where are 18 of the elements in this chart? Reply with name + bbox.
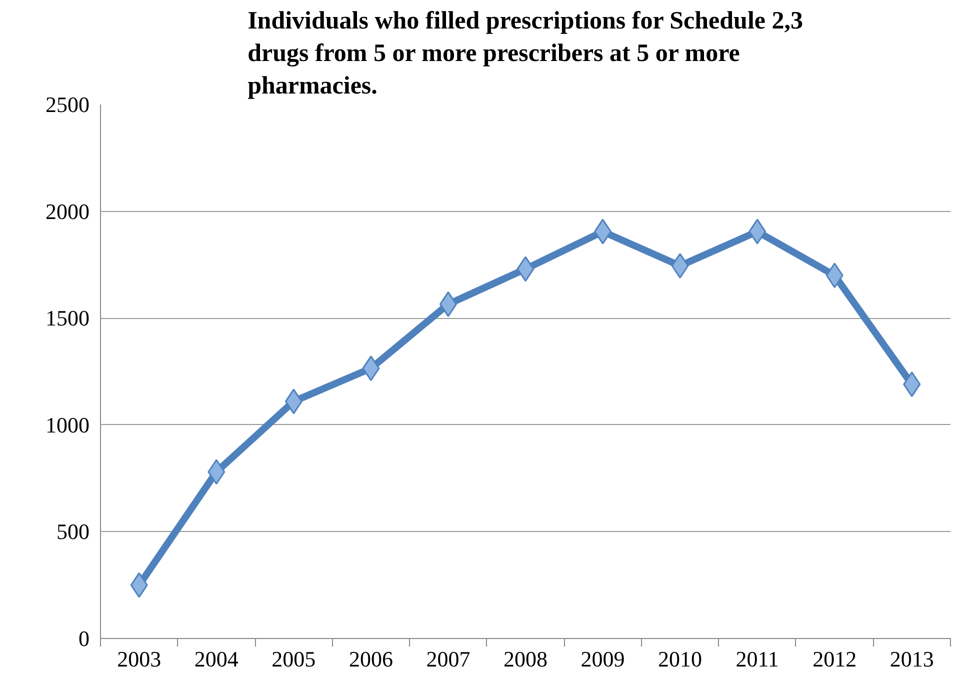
- y-tick-label: 500: [56, 519, 90, 544]
- y-tick-label: 0: [78, 626, 90, 651]
- chart-title: Individuals who filled prescriptions for Schedule 2,3 drugs from 5 or more prescribers at 5 or more pharmacies.: [248, 8, 803, 100]
- x-tick-label: 2008: [504, 646, 548, 672]
- y-tick-label: 1000: [46, 412, 90, 438]
- x-tick-label: 2011: [736, 646, 779, 672]
- y-tick-label: 2000: [46, 198, 90, 224]
- x-tick-label: 2006: [348, 646, 393, 672]
- x-tick-label: 2007: [426, 646, 470, 672]
- x-tick-label: 2013: [890, 646, 934, 672]
- x-tick-label: 2009: [580, 646, 625, 672]
- x-tick-label: 2005: [272, 646, 316, 672]
- x-tick-label: 2004: [194, 646, 238, 672]
- y-tick-label: 1500: [46, 306, 90, 331]
- y-tick-label: 2500: [46, 92, 90, 117]
- x-tick-label: 2010: [658, 646, 702, 672]
- x-tick-label: 2003: [117, 646, 162, 672]
- x-tick-label: 2012: [812, 646, 857, 672]
